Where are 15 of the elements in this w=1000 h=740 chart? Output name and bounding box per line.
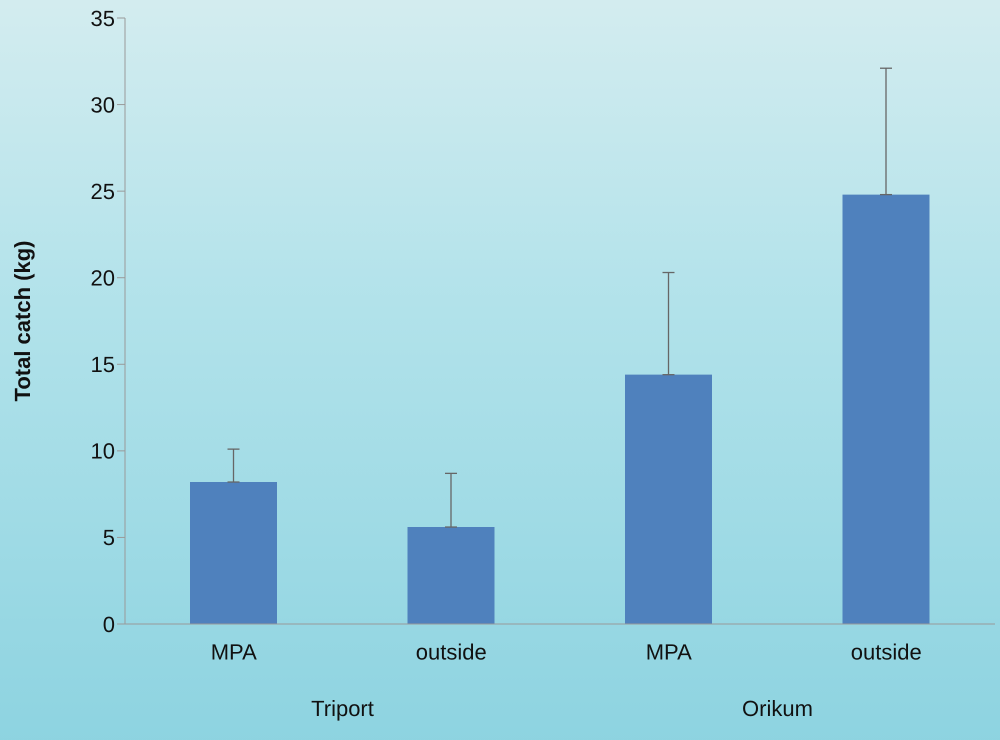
text: Orikum (741, 696, 814, 722)
x-tick-label: outside (850, 640, 922, 665)
text: Triport (310, 696, 375, 722)
y-tick-label: 5 (102, 525, 115, 550)
x-tick-label: outside (416, 640, 487, 665)
y-axis-title: Total catch (kg) (10, 240, 35, 402)
y-tick-label: 15 (90, 352, 115, 378)
x-tick-label: MPA (210, 640, 258, 665)
y-tick-label: 10 (90, 438, 115, 464)
y-tick-label: 25 (90, 178, 115, 204)
y-tick-label: 35 (90, 6, 115, 31)
y-tick-label: 0 (102, 612, 115, 637)
x-tick-label: MPA (646, 640, 692, 665)
y-tick-label: 20 (90, 266, 115, 291)
y-tick-label: 30 (90, 92, 115, 118)
